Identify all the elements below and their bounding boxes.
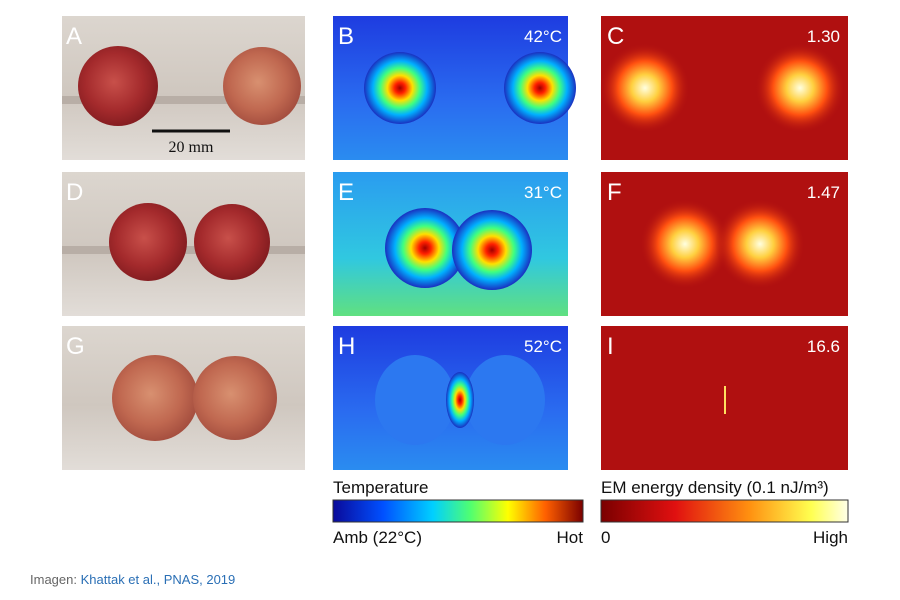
panel-annotation: 52°C <box>524 337 562 356</box>
hot-spot <box>452 210 532 290</box>
em-spot <box>640 199 730 289</box>
hot-spot <box>364 52 436 124</box>
hot-spot <box>385 208 465 288</box>
hot-spot <box>446 372 474 428</box>
grape <box>78 46 158 126</box>
panel-label: E <box>338 179 354 206</box>
grape-outline <box>375 355 455 445</box>
legend-max: High <box>813 528 848 547</box>
color-bar <box>332 499 584 523</box>
grape <box>109 203 187 281</box>
panel-label: B <box>338 23 354 50</box>
panel-label: G <box>66 333 85 360</box>
legend-min: 0 <box>601 528 610 547</box>
grape <box>223 47 301 125</box>
caption: Imagen: Khattak et al., PNAS, 2019 <box>30 572 235 587</box>
em-spot <box>755 43 845 133</box>
hot-spot <box>504 52 576 124</box>
legend-title: EM energy density (0.1 nJ/m³) <box>601 478 829 497</box>
caption-link[interactable]: Khattak et al., PNAS, 2019 <box>80 572 236 587</box>
scale-bar-label: 20 mm <box>169 139 214 156</box>
color-bar <box>600 499 849 523</box>
panel-label: A <box>66 23 82 50</box>
legend-title: Temperature <box>333 478 428 497</box>
panel-annotation: 1.30 <box>807 27 840 46</box>
panel-annotation: 16.6 <box>807 337 840 356</box>
em-spot <box>600 43 690 133</box>
panel-annotation: 31°C <box>524 183 562 202</box>
panel-label: D <box>66 179 83 206</box>
panel-label: F <box>607 179 622 206</box>
grape-outline <box>465 355 545 445</box>
grape <box>194 204 270 280</box>
panel-annotation: 42°C <box>524 27 562 46</box>
em-spot <box>715 199 805 289</box>
legend-min: Amb (22°C) <box>333 528 422 547</box>
grape <box>193 356 277 440</box>
caption-prefix: Imagen: <box>30 572 77 587</box>
grape <box>112 355 198 441</box>
panel-label: I <box>607 333 614 360</box>
panel-label: C <box>607 23 624 50</box>
legend-max: Hot <box>557 528 584 547</box>
panel-annotation: 1.47 <box>807 183 840 202</box>
stand <box>62 96 305 104</box>
panel-label: H <box>338 333 355 360</box>
